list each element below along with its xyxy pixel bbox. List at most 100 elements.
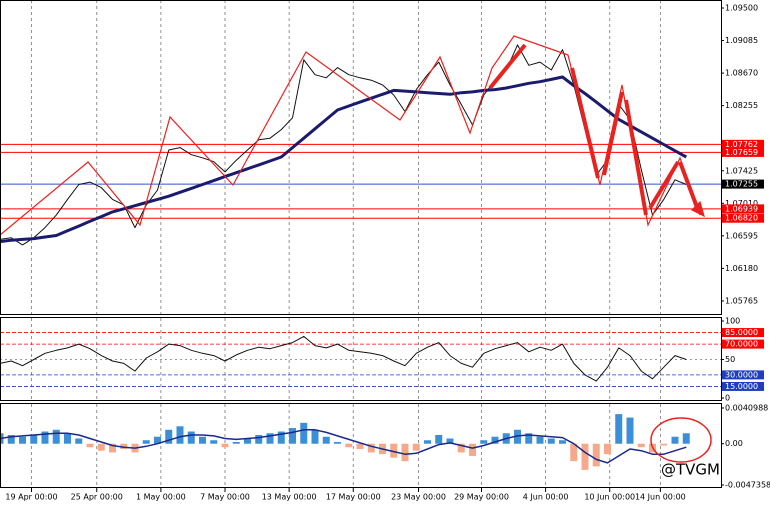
level-label: 30.0000 [725,370,758,379]
histogram-bar [142,440,150,444]
y-tick-label: 1.09085 [725,36,758,45]
histogram-bar [469,443,476,456]
x-tick-label: 4 Jun 00:00 [523,493,569,502]
x-tick-label: 25 Apr 00:00 [71,493,123,502]
level-label: 70.0000 [725,340,758,349]
histogram-bar [457,443,465,453]
level-label-box [722,147,764,157]
histogram-bar [682,433,690,444]
zigzag-annotation [0,35,712,463]
arrow [602,91,624,176]
x-tick-label: 17 May 00:00 [326,493,381,502]
histogram-bar [289,428,296,444]
y-tick-label: 1.09500 [725,4,758,13]
y-tick-label: 1.06595 [725,231,758,240]
x-tick-label: 10 Jun 00:00 [584,493,635,502]
level-label: 15.0000 [725,382,758,391]
level-label-box [722,381,764,391]
level-label-box [722,370,764,380]
level-label: 1.07659 [725,148,758,157]
y-tick-label: 1.08255 [725,101,758,110]
level-label-box [722,204,764,214]
y-tick-label: 1.06180 [725,264,758,273]
y-tick-label: -0.0047358 [725,481,770,490]
series-line [0,335,687,382]
histogram-bar [615,414,623,444]
level-label: 85.0000 [725,328,758,337]
grid-layer [0,0,721,488]
histogram-bar [345,443,353,448]
histogram-bar [86,443,94,448]
y-tick-label: 50 [725,355,735,364]
y-tick-label: 1.07010 [725,199,758,208]
histogram-bar [52,429,60,444]
histogram-bar [311,429,319,444]
histogram-bar [120,443,128,449]
level-label-box [722,328,764,338]
histogram-bar [41,431,49,444]
level-label: 1.07255 [725,180,758,189]
histogram-bar [210,440,218,444]
histogram-bar [300,422,308,444]
histogram-bar [604,443,611,455]
histogram-bar [199,436,206,444]
level-label-box [722,179,764,189]
histogram-bar [97,443,105,451]
histogram-bar [187,431,195,444]
series-line [0,44,687,246]
histogram-bar [536,436,544,444]
histogram-bar [266,433,274,444]
histogram-bar [424,440,431,444]
x-tick-label: 13 May 00:00 [262,493,317,502]
histogram-bar [401,443,409,462]
histogram-bar [514,429,521,444]
histogram-bar [671,436,679,444]
level-label: 1.06939 [725,204,758,213]
level-label-box [722,139,764,149]
arrow [570,67,600,179]
histogram-bar [277,431,285,444]
histogram-bar [559,440,566,444]
histogram-bar [334,441,341,444]
histogram-bar [491,436,499,444]
histogram-bar [592,443,600,467]
x-tick-label: 14 Jun 00:00 [635,493,686,502]
x-tick-label: 7 May 00:00 [200,493,250,502]
histogram-bar [480,440,488,444]
y-tick-label: 0 [725,394,730,403]
histogram-bar [7,435,15,444]
histogram-bar [626,417,634,444]
arrow [488,43,527,90]
histogram-bar [75,438,83,444]
histogram-bar [435,435,443,444]
arrow [624,99,648,216]
y-tick-label: 1.07425 [725,166,758,175]
watermark: @TVGM [661,461,720,479]
histogram-bar [637,443,645,448]
arrow [678,161,700,211]
histogram-bar [581,443,589,470]
histogram-bar [356,443,364,449]
highlight-circle [650,417,712,463]
y-tick-label: 1.05765 [725,296,758,305]
histogram-bar [446,438,454,444]
macd-frame [0,403,722,488]
histogram-bar [232,441,240,444]
price-frame [0,0,722,315]
y-tick-label: 0.00 [725,439,743,448]
y-tick-label: 1.08670 [725,69,758,78]
marks-layer [0,44,690,470]
x-tick-label: 23 May 00:00 [391,493,446,502]
histogram-bar [322,436,330,444]
histogram-bar [255,435,263,444]
level-label-box [722,339,764,349]
histogram-bar [367,443,375,453]
series-line [0,429,687,464]
x-tick-label: 1 May 00:00 [136,493,186,502]
y-tick-label: 0.0040988 [725,404,768,413]
histogram-bar [165,429,173,444]
level-label: 1.07762 [725,140,758,149]
histogram-bar [221,443,229,448]
